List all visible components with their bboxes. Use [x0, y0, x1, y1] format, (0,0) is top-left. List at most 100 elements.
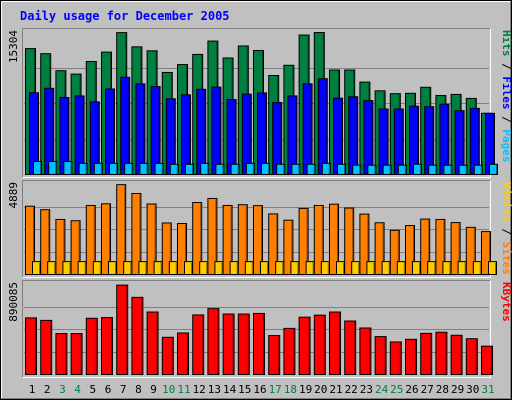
bar — [473, 164, 483, 175]
panel-hits: 15304 Hits / Files / Pages — [7, 28, 512, 178]
day-label: 24 — [375, 383, 389, 396]
bar — [261, 162, 270, 176]
chart-panels: 15304 Hits / Files / Pages 4889 Visits / Si… — [7, 28, 512, 378]
bar — [291, 163, 301, 175]
bar — [351, 261, 361, 275]
day-label: 28 — [436, 383, 449, 396]
bar — [32, 261, 41, 275]
day-label: 10 — [162, 383, 175, 396]
bar — [47, 261, 57, 275]
max-value-label: 15304 — [7, 30, 20, 63]
bar — [427, 261, 437, 275]
day-label: 11 — [177, 383, 190, 396]
bar — [374, 336, 387, 376]
series-pages — [33, 161, 498, 176]
bar — [344, 320, 357, 375]
bar — [450, 334, 463, 375]
legend-separator: / — [500, 110, 512, 130]
bar — [33, 161, 42, 176]
bar — [359, 213, 370, 275]
bar — [245, 162, 255, 176]
bar — [420, 218, 431, 275]
bar — [168, 261, 178, 275]
side-legend: Visits / Sites — [500, 182, 512, 275]
bar — [109, 162, 118, 176]
bar — [253, 312, 265, 376]
bar — [48, 161, 58, 176]
bar — [435, 218, 446, 275]
bar — [457, 261, 467, 275]
legend-separator: / — [500, 57, 512, 77]
day-label: 27 — [421, 383, 434, 396]
bar — [268, 213, 279, 276]
bar — [101, 317, 113, 375]
bar — [381, 261, 391, 275]
bar — [489, 163, 498, 175]
bar — [93, 162, 103, 176]
bar — [161, 336, 174, 375]
bar — [40, 209, 51, 276]
bar — [329, 203, 339, 275]
bar — [352, 164, 362, 175]
side-legend: Hits / Files / Pages — [500, 30, 512, 163]
day-label: 26 — [405, 383, 418, 396]
bar — [344, 207, 355, 275]
series-sites — [32, 261, 497, 275]
day-label: 6 — [105, 383, 112, 396]
bar — [253, 205, 263, 275]
bar — [116, 284, 129, 375]
legend-pages: Pages — [500, 129, 512, 162]
bar — [215, 163, 225, 175]
side-legend: KBytes — [500, 282, 512, 322]
max-value-label: 4889 — [7, 182, 20, 209]
bar — [260, 261, 269, 275]
bar — [55, 218, 66, 275]
bar — [320, 261, 330, 275]
bar — [237, 204, 248, 275]
day-label: 4 — [74, 383, 81, 396]
bar — [70, 333, 83, 376]
bar — [313, 314, 326, 375]
bar — [420, 332, 433, 375]
bar — [124, 162, 134, 176]
day-label: 15 — [238, 383, 251, 396]
bar — [229, 261, 239, 275]
bar — [139, 162, 149, 176]
bar — [230, 163, 240, 175]
bar — [207, 197, 218, 275]
day-label: 18 — [284, 383, 297, 396]
bar — [177, 223, 187, 276]
bar — [70, 220, 81, 275]
bar — [337, 163, 346, 175]
day-label: 23 — [360, 383, 373, 396]
legend-files: Files — [500, 76, 512, 109]
bar — [77, 261, 87, 275]
legend-sites: Sites — [500, 242, 512, 275]
day-label: 22 — [345, 383, 358, 396]
day-label: 13 — [208, 383, 221, 396]
bar — [101, 203, 111, 275]
legend-kbytes: KBytes — [500, 282, 512, 322]
bar — [442, 261, 452, 275]
bar — [481, 231, 491, 275]
bar — [207, 308, 220, 376]
bar — [359, 327, 372, 375]
bar — [108, 261, 117, 275]
bar — [85, 317, 98, 375]
bar — [472, 261, 482, 275]
bar — [268, 335, 281, 376]
bar — [329, 311, 341, 376]
panel-kbytes: 890085 KBytes — [7, 280, 512, 378]
day-label: 1 — [29, 383, 36, 396]
day-label: 8 — [135, 383, 142, 396]
bar — [396, 261, 406, 275]
bar — [443, 164, 453, 175]
bar — [40, 319, 53, 376]
bar — [488, 261, 497, 275]
day-label: 5 — [89, 383, 96, 396]
bar — [275, 261, 285, 275]
bar — [222, 313, 235, 376]
bar — [85, 204, 96, 276]
bar — [161, 222, 172, 276]
legend-hits: Hits — [500, 30, 512, 57]
